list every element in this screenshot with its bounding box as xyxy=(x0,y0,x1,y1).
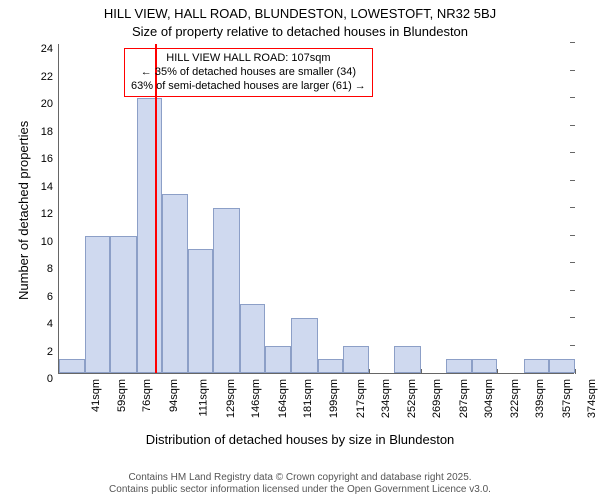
histogram-bar xyxy=(291,318,317,373)
x-axis-label: Distribution of detached houses by size … xyxy=(0,432,600,447)
y-tick-label: 20 xyxy=(41,98,59,110)
x-tick-label: 357sqm xyxy=(561,379,573,418)
y-tick-label: 12 xyxy=(41,208,59,220)
x-tick-label: 287sqm xyxy=(458,379,470,418)
y-tick-label: 14 xyxy=(41,181,59,193)
histogram-bar xyxy=(549,359,575,373)
y-tick-label: 18 xyxy=(41,126,59,138)
y-tick-mark xyxy=(570,97,575,98)
histogram-bar xyxy=(524,359,549,373)
annotation-line: HILL VIEW HALL ROAD: 107sqm xyxy=(131,52,366,66)
histogram-bar xyxy=(265,346,291,374)
x-tick-label: 234sqm xyxy=(380,379,392,418)
y-tick-mark xyxy=(570,125,575,126)
x-tick-label: 199sqm xyxy=(328,379,340,418)
x-tick-label: 322sqm xyxy=(509,379,521,418)
y-tick-mark xyxy=(570,152,575,153)
x-tick-label: 59sqm xyxy=(116,379,128,412)
x-tick-label: 304sqm xyxy=(483,379,495,418)
histogram-bar xyxy=(137,98,162,373)
x-tick-label: 146sqm xyxy=(250,379,262,418)
y-tick-label: 8 xyxy=(47,263,59,275)
x-tick-label: 164sqm xyxy=(277,379,289,418)
y-tick-mark xyxy=(570,207,575,208)
annotation-line: 63% of semi-detached houses are larger (… xyxy=(131,80,366,94)
x-tick-label: 217sqm xyxy=(355,379,367,418)
y-axis-label: Number of detached properties xyxy=(16,121,31,300)
y-tick-mark xyxy=(570,317,575,318)
attribution-line2: Contains public sector information licen… xyxy=(0,484,600,496)
y-tick-label: 2 xyxy=(47,346,59,358)
histogram-bar xyxy=(85,236,110,374)
histogram-bar xyxy=(318,359,343,373)
x-tick-mark xyxy=(575,369,576,374)
x-tick-label: 339sqm xyxy=(534,379,546,418)
histogram-bar xyxy=(162,194,188,373)
histogram-bar xyxy=(59,359,85,373)
histogram-bar xyxy=(240,304,265,373)
y-tick-mark xyxy=(570,345,575,346)
y-tick-mark xyxy=(570,262,575,263)
x-tick-label: 269sqm xyxy=(431,379,443,418)
histogram-bar xyxy=(188,249,213,373)
attribution-line1: Contains HM Land Registry data © Crown c… xyxy=(0,472,600,484)
annotation-box: HILL VIEW HALL ROAD: 107sqm← 35% of deta… xyxy=(124,48,373,97)
y-tick-mark xyxy=(570,70,575,71)
y-tick-label: 10 xyxy=(41,236,59,248)
y-tick-mark xyxy=(570,42,575,43)
x-tick-label: 129sqm xyxy=(226,379,238,418)
plot-area: 02468101214161820222441sqm59sqm76sqm94sq… xyxy=(58,44,574,374)
x-tick-label: 181sqm xyxy=(302,379,314,418)
y-tick-label: 24 xyxy=(41,43,59,55)
histogram-bar xyxy=(110,236,136,374)
histogram-bar xyxy=(394,346,420,374)
y-tick-label: 0 xyxy=(47,373,59,385)
x-tick-mark xyxy=(497,369,498,374)
chart-container: HILL VIEW, HALL ROAD, BLUNDESTON, LOWEST… xyxy=(0,0,600,500)
y-tick-label: 4 xyxy=(47,318,59,330)
y-tick-mark xyxy=(570,290,575,291)
y-tick-mark xyxy=(570,180,575,181)
x-tick-label: 76sqm xyxy=(141,379,153,412)
annotation-line: ← 35% of detached houses are smaller (34… xyxy=(131,66,366,80)
histogram-bar xyxy=(472,359,497,373)
x-tick-label: 374sqm xyxy=(586,379,598,418)
x-tick-mark xyxy=(421,369,422,374)
x-tick-mark xyxy=(369,369,370,374)
histogram-bar xyxy=(446,359,472,373)
y-tick-mark xyxy=(570,235,575,236)
attribution: Contains HM Land Registry data © Crown c… xyxy=(0,472,600,496)
y-tick-label: 6 xyxy=(47,291,59,303)
x-tick-label: 252sqm xyxy=(406,379,418,418)
x-tick-label: 111sqm xyxy=(197,379,209,417)
y-tick-label: 22 xyxy=(41,71,59,83)
x-tick-label: 94sqm xyxy=(168,379,180,412)
chart-title-line1: HILL VIEW, HALL ROAD, BLUNDESTON, LOWEST… xyxy=(0,6,600,21)
histogram-bar xyxy=(343,346,369,374)
chart-title-line2: Size of property relative to detached ho… xyxy=(0,24,600,39)
histogram-bar xyxy=(213,208,239,373)
x-tick-label: 41sqm xyxy=(90,379,102,412)
y-tick-label: 16 xyxy=(41,153,59,165)
